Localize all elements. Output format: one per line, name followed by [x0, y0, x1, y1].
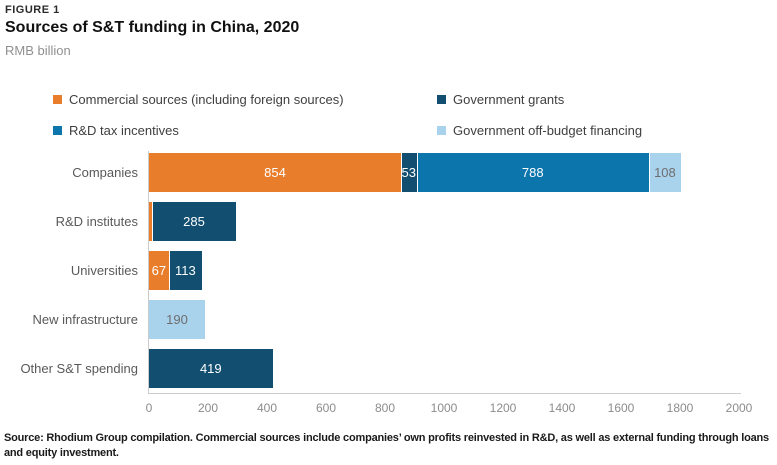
bar-value-label: 190 [166, 312, 188, 327]
x-axis-line [148, 393, 741, 394]
bar-segment: 788 [416, 153, 649, 192]
legend-label: Commercial sources (including foreign so… [69, 92, 344, 107]
bar-segment: 113 [168, 251, 203, 290]
bar-segment: 190 [149, 300, 206, 339]
x-axis: 0 200 400 600 800 1000 1200 1400 1600 1800 2000 [145, 401, 753, 417]
chart-row: Universities 67 113 [71, 251, 739, 290]
bar-segment: 53 [400, 153, 417, 192]
legend-swatch-icon [53, 95, 62, 104]
bar-value-label: 788 [521, 165, 544, 180]
bar-value-label: 285 [183, 214, 205, 229]
chart-row: Companies 854 53 788 108 [72, 153, 739, 192]
x-tick-label: 400 [256, 401, 278, 415]
category-label: Companies [72, 165, 138, 180]
x-tick-label: 1000 [430, 401, 458, 415]
legend-swatch-icon [53, 126, 62, 135]
x-tick-label: 1600 [607, 401, 635, 415]
bar-segment: 67 [149, 251, 169, 290]
legend-item: Commercial sources (including foreign so… [53, 92, 437, 107]
source-note: Source: Rhodium Group compilation. Comme… [4, 432, 769, 459]
legend-item: Government off-budget financing [437, 123, 642, 138]
bar-value-label: 113 [175, 263, 196, 278]
page-title: Sources of S&T funding in China, 2020 [5, 19, 300, 36]
bar-segment: 285 [151, 202, 236, 241]
legend-label: R&D tax incentives [69, 123, 179, 138]
chart-row: Other S&T spending 419 [20, 349, 739, 388]
category-label: Universities [70, 263, 138, 278]
x-tick-label: 0 [145, 401, 153, 415]
figure-label: FIGURE 1 [5, 4, 60, 16]
bar-value-label: 108 [654, 165, 676, 180]
x-tick-label: 600 [315, 401, 337, 415]
legend-swatch-icon [437, 95, 446, 104]
x-tick-label: 800 [374, 401, 396, 415]
bar-value-label: 854 [264, 165, 286, 180]
bar-segment: 854 [149, 153, 401, 192]
unit-label: RMB billion [5, 43, 71, 58]
chart-row: R&D institutes 285 [56, 202, 739, 241]
chart-row: New infrastructure 190 [33, 300, 739, 339]
x-tick-label: 200 [197, 401, 219, 415]
category-label: New infrastructure [32, 312, 138, 327]
y-axis-line [148, 151, 149, 393]
legend-item: Government grants [437, 92, 642, 107]
bar-segment: 108 [649, 153, 681, 192]
bar-segment [149, 202, 152, 241]
legend-label: Government grants [453, 92, 565, 107]
bar-value-label: 53 [401, 165, 416, 180]
bar-value-label: 419 [199, 361, 222, 376]
x-tick-label: 1800 [666, 401, 694, 415]
category-label: R&D institutes [55, 214, 138, 229]
x-tick-label: 2000 [725, 401, 753, 415]
plot-area: Companies 854 53 788 108 R&D institutes 285 Uni… [20, 153, 739, 398]
x-tick-label: 1200 [489, 401, 517, 415]
bar-segment: 419 [149, 349, 273, 388]
legend-swatch-icon [437, 126, 446, 135]
chart-legend: Commercial sources (including foreign so… [53, 92, 642, 138]
x-tick-label: 1400 [548, 401, 576, 415]
legend-item: R&D tax incentives [53, 123, 437, 138]
bar-value-label: 67 [151, 263, 167, 278]
category-label: Other S&T spending [20, 361, 138, 376]
legend-label: Government off-budget financing [453, 123, 643, 138]
